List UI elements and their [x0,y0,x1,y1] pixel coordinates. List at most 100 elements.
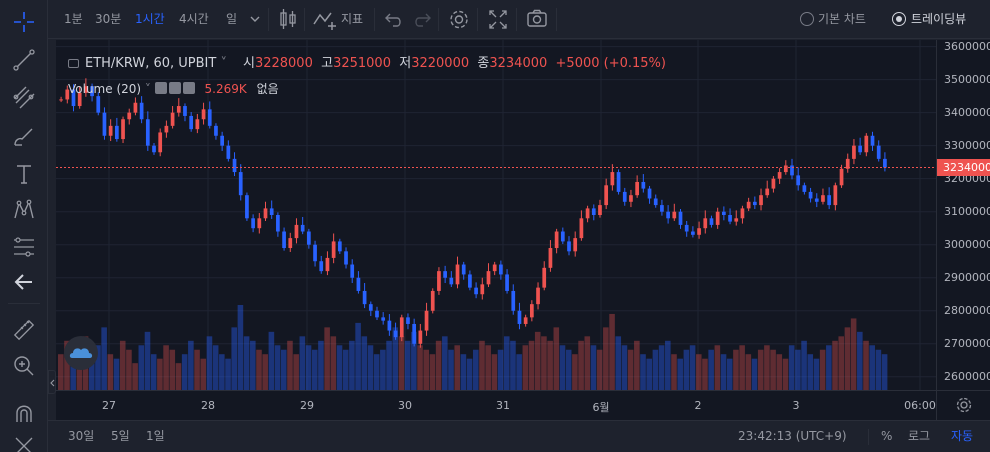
candle-body [201,109,206,120]
volume-bar [336,345,343,390]
magnet-tool[interactable] [0,396,48,432]
candle-body [356,277,361,291]
volume-bar [107,354,114,390]
time-scale[interactable]: 27 28 29 30 31 6월 2 3 06:00 [56,390,936,420]
volume-bar [615,336,622,390]
volume-bar [869,345,875,390]
candle-style-icon[interactable] [278,0,298,39]
volume-bar [305,345,312,390]
basic-chart-label[interactable]: 기본 차트 [818,12,866,26]
volume-bar [479,340,485,390]
interval-day[interactable]: 일 [226,12,238,26]
volume-bar [826,345,832,390]
pattern-tool[interactable] [0,192,48,228]
cloud-icon[interactable] [64,336,98,370]
volume-bar [188,340,194,390]
scale-settings[interactable] [936,390,990,420]
close-small-icon[interactable] [182,82,195,94]
candle-body [90,86,94,97]
volume-bar [219,354,225,390]
remove-drawings-tool[interactable] [0,428,48,452]
candle-body [641,181,646,189]
interval-dropdown-icon[interactable] [250,0,260,39]
volume-label[interactable]: Volume (20) [68,82,142,96]
channel-icon [13,86,35,109]
fullscreen-icon[interactable] [487,0,509,39]
interval-1h[interactable]: 1시간 [135,12,165,26]
channel-tool[interactable] [0,80,48,116]
candle-body [635,181,639,196]
volume-bar [380,349,386,390]
candle-body [734,218,739,222]
candle-body [375,310,379,318]
symbol-chevron-icon[interactable]: ˅ [216,56,227,71]
symbol-label[interactable]: ETH/KRW, 60, UPBIT [85,56,217,71]
candle-body [622,191,627,202]
volume-bar [473,349,479,390]
divider [556,8,557,31]
zoom-in-icon [14,356,34,376]
range-30d[interactable]: 30일 [68,429,95,443]
collapse-legend-icon[interactable] [68,59,79,68]
settings-gear-icon[interactable] [448,0,470,39]
brush-tool[interactable] [0,118,48,154]
eye-icon[interactable] [154,82,167,94]
candle-body [257,218,262,229]
trendline-tool[interactable] [0,42,48,78]
time-tick-label: 3 [792,399,800,412]
ruler-tool[interactable] [0,312,48,348]
settings-small-icon[interactable] [168,82,181,94]
indicators-button[interactable]: 지표 [312,0,363,39]
text-tool[interactable] [0,156,48,192]
back-tool[interactable] [0,264,48,300]
time-tick-label: 6월 [592,401,610,414]
interval-1m[interactable]: 1분 [64,12,83,26]
volume-bar [342,349,349,390]
volume-bar [813,358,820,390]
volume-bar [764,345,770,390]
volume-bar [200,358,207,390]
interval-30m[interactable]: 30분 [95,12,122,26]
fib-tool[interactable] [0,229,48,265]
volume-bar [361,336,368,390]
volume-bar [770,349,776,390]
volume-bar [355,322,361,390]
volume-bar [460,354,467,390]
low-value: 3220000 [411,56,470,71]
tradingview-radio[interactable] [892,12,906,26]
percent-toggle[interactable]: % [881,429,893,443]
tradingview-label[interactable]: 트레이딩뷰 [911,12,967,26]
trendline-icon [13,49,35,71]
range-5d[interactable]: 5일 [111,429,130,443]
candle-body [84,86,88,93]
zoom-tool[interactable] [0,348,48,384]
volume-bar [720,354,727,390]
chart-pane[interactable]: ETH/KRW, 60, UPBIT ˅ 시3228000 고3251000 저3… [56,40,936,390]
log-toggle[interactable]: 로그 [908,429,931,443]
screenshot-camera-icon[interactable] [526,0,548,39]
candle-body [381,317,386,321]
candle-body [505,274,509,291]
interval-4h[interactable]: 4시간 [179,12,209,26]
redo-icon[interactable] [412,0,432,39]
volume-bar [225,358,231,390]
volume-bar [708,349,714,390]
volume-bar [262,354,268,390]
volume-bar [243,336,250,390]
candle-body [684,224,689,232]
basic-chart-radio[interactable] [800,12,814,26]
candle-body [492,264,497,272]
candle-body [362,290,367,305]
candle-body [839,168,844,186]
range-1d[interactable]: 1일 [146,429,165,443]
auto-toggle[interactable]: 자동 [951,429,974,443]
price-scale[interactable]: 3600000 3500000 3400000 3300000 3200000 31000… [936,40,990,390]
candle-body [517,310,522,324]
crosshair-tool[interactable] [0,4,48,40]
candle-body [660,205,664,212]
collapse-toolbar-handle[interactable] [48,370,56,394]
volume-bar [559,345,566,390]
volume-bar [726,358,733,390]
undo-icon[interactable] [384,0,404,39]
volume-chevron-icon[interactable]: ˅ [141,82,155,96]
